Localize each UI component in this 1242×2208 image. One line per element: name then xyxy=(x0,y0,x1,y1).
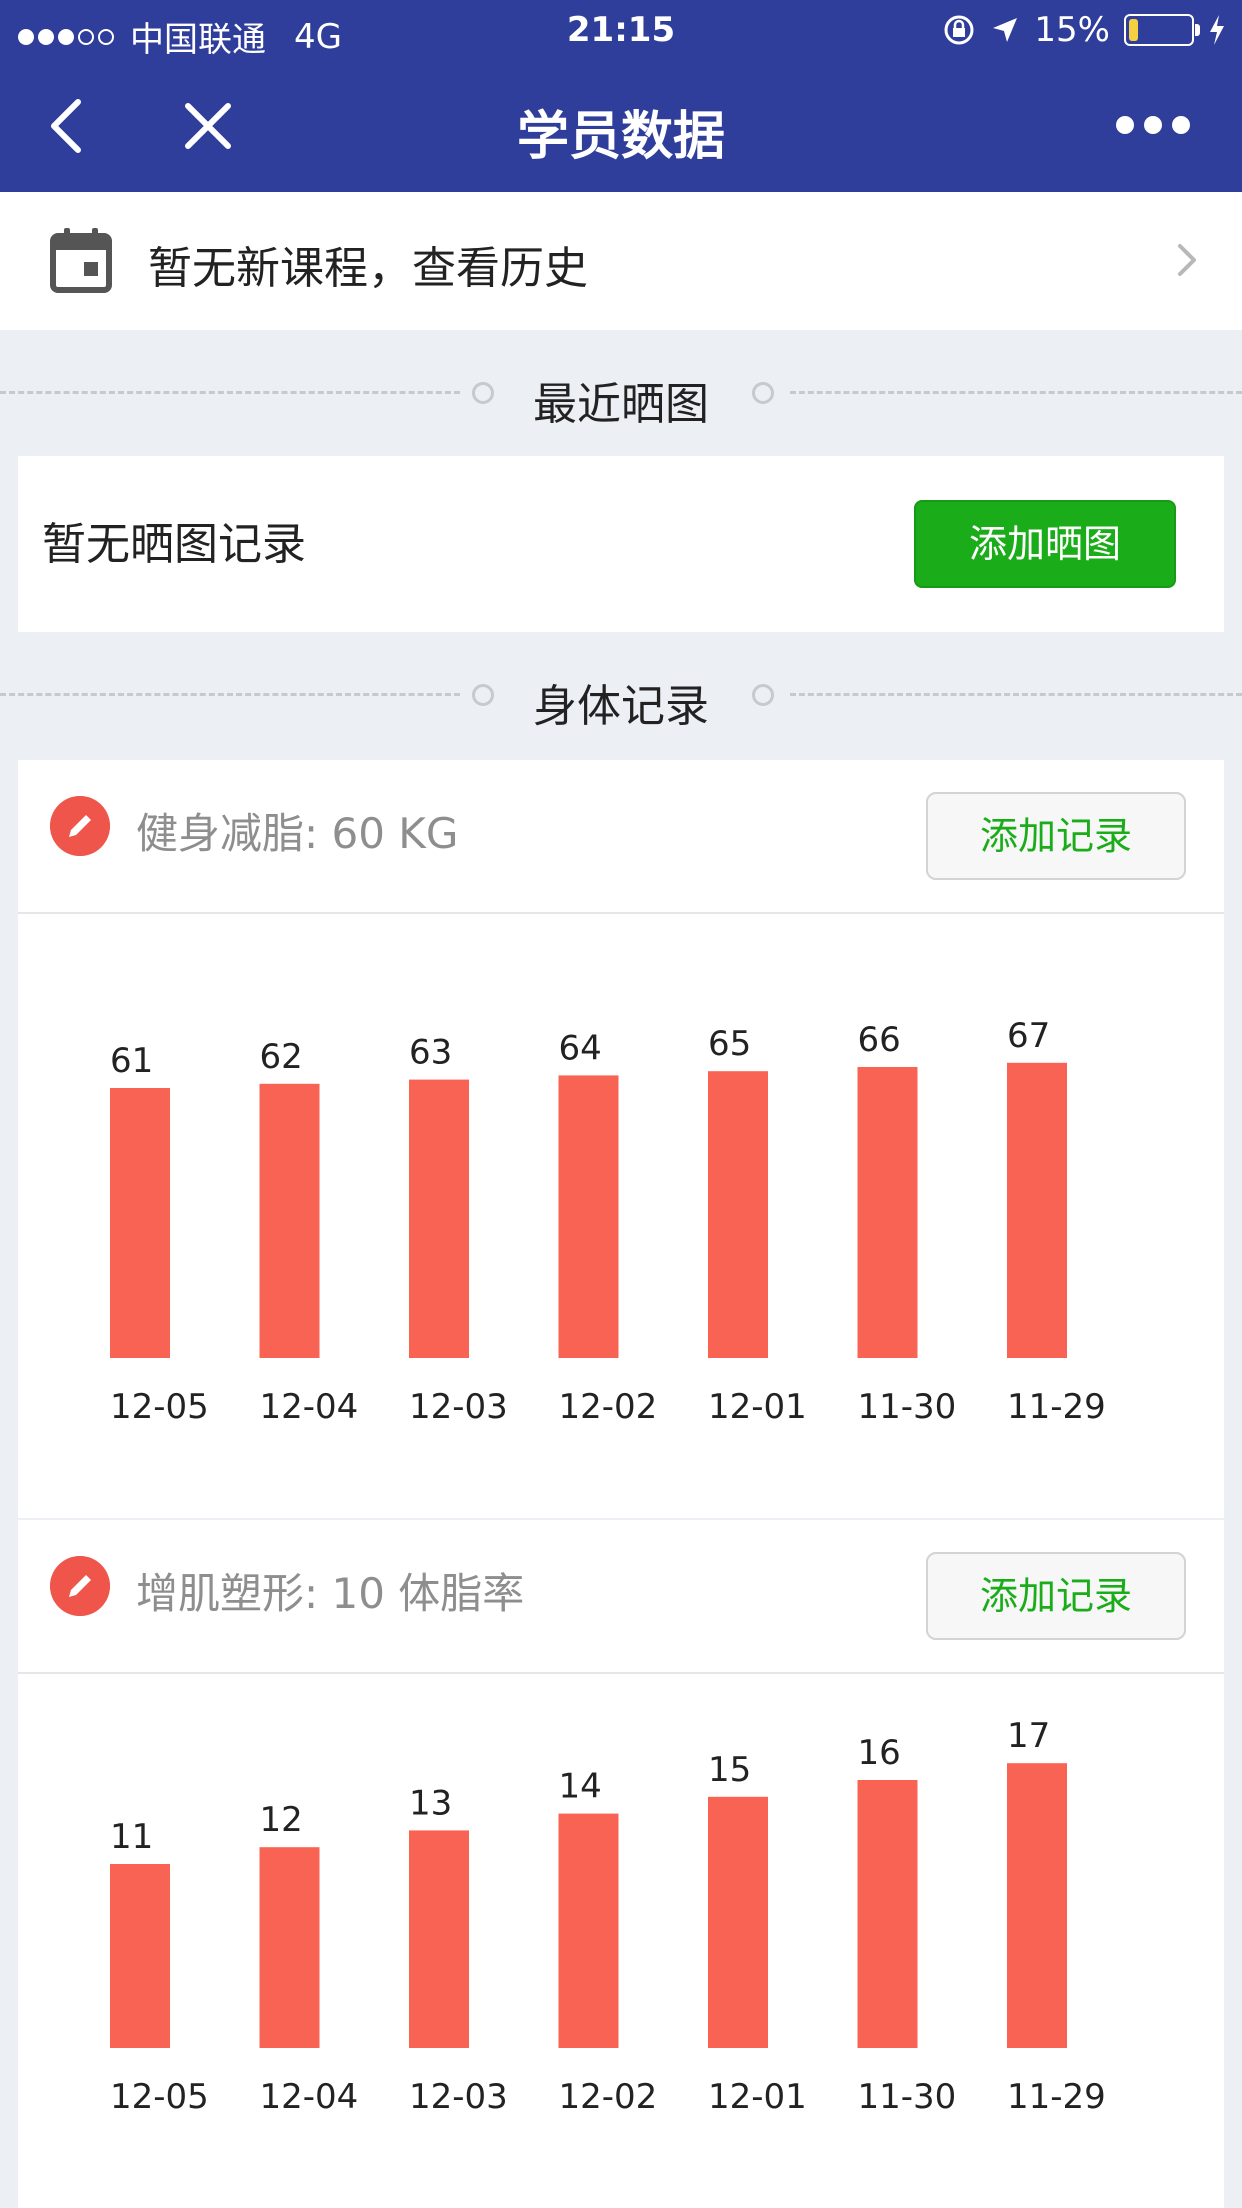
x-tick-label: 12-04 xyxy=(260,2077,359,2117)
chevron-right-icon xyxy=(1178,244,1196,276)
divider-ring xyxy=(472,382,494,404)
bar-11-30 xyxy=(857,1067,918,1358)
location-arrow-icon xyxy=(993,18,1018,42)
back-icon[interactable] xyxy=(40,96,100,156)
bar-11-30 xyxy=(857,1780,918,2048)
bar-12-04 xyxy=(259,1083,320,1358)
divider-ring xyxy=(752,382,774,404)
chart-fat-loss: 61 12-05 62 12-04 63 12-03 64 12-02 65 12-01 66 11-… xyxy=(18,912,1224,1518)
status-right: 15% xyxy=(942,10,1226,50)
divider-line xyxy=(0,693,460,696)
x-tick-label: 12-05 xyxy=(110,2077,209,2117)
bar-11-29 xyxy=(1007,1062,1067,1358)
bar-value-label: 64 xyxy=(559,1028,602,1068)
x-tick-label: 11-29 xyxy=(1007,2077,1106,2117)
bar-value-label: 66 xyxy=(858,1020,901,1060)
x-tick-label: 12-03 xyxy=(409,2077,508,2117)
record-label: 增肌塑形: 10 体脂率 xyxy=(136,1569,525,1618)
record-header: 增肌塑形: 10 体脂率 添加记录 xyxy=(18,1520,1224,1674)
x-tick-label: 12-02 xyxy=(559,2077,658,2117)
divider-line xyxy=(790,693,1242,696)
bar-12-02 xyxy=(558,1813,619,2048)
status-left: 中国联通 4G xyxy=(18,12,342,61)
add-record-button[interactable]: 添加记录 xyxy=(926,792,1186,880)
bar-value-label: 61 xyxy=(110,1041,153,1081)
battery-level xyxy=(1129,19,1138,41)
bar-value-label: 65 xyxy=(708,1024,751,1064)
body-records-divider: 身体记录 xyxy=(0,664,1242,732)
x-tick-label: 12-01 xyxy=(708,1387,807,1427)
close-icon[interactable] xyxy=(178,96,238,156)
page-title: 学员数据 xyxy=(516,107,725,167)
bar-12-04 xyxy=(259,1847,320,2048)
more-dots-icon[interactable] xyxy=(1116,116,1190,134)
edit-pencil-icon[interactable] xyxy=(50,796,110,856)
x-tick-label: 12-01 xyxy=(708,2077,807,2117)
network-type: 4G xyxy=(294,16,342,57)
x-tick-label: 11-29 xyxy=(1007,1387,1106,1427)
photos-card: 暂无晒图记录 添加晒图 xyxy=(18,456,1224,632)
calendar-icon xyxy=(50,228,112,293)
bar-value-label: 15 xyxy=(708,1750,751,1790)
bar-12-05 xyxy=(110,1088,170,1358)
bar-12-01 xyxy=(708,1796,768,2048)
edit-pencil-icon[interactable] xyxy=(50,1556,110,1616)
bar-value-label: 13 xyxy=(409,1783,452,1823)
bar-value-label: 16 xyxy=(858,1733,901,1773)
divider-line xyxy=(790,391,1242,394)
x-tick-label: 12-04 xyxy=(260,1387,359,1427)
bar-12-01 xyxy=(708,1071,768,1358)
divider-ring xyxy=(752,684,774,706)
x-tick-label: 12-05 xyxy=(110,1387,209,1427)
add-photo-button[interactable]: 添加晒图 xyxy=(914,500,1176,588)
bar-value-label: 62 xyxy=(260,1037,303,1077)
recent-photos-title: 最近晒图 xyxy=(533,379,709,430)
rotation-lock-icon xyxy=(944,15,974,45)
bar-12-03 xyxy=(409,1830,469,2048)
x-tick-label: 12-03 xyxy=(409,1387,508,1427)
bar-12-02 xyxy=(558,1075,619,1358)
bar-12-05 xyxy=(110,1864,170,2048)
x-tick-label: 11-30 xyxy=(858,1387,957,1427)
body-records-title: 身体记录 xyxy=(533,681,709,732)
bar-value-label: 17 xyxy=(1007,1716,1050,1756)
bar-value-label: 12 xyxy=(260,1800,303,1840)
chart-muscle-gain: 11 12-05 12 12-04 13 12-03 14 12-02 15 12-01 16 11-… xyxy=(18,1672,1224,2208)
divider-line xyxy=(0,391,460,394)
bar-value-label: 14 xyxy=(559,1767,602,1807)
record-card-fat-loss: 健身减脂: 60 KG 添加记录 61 12-05 62 12-04 63 12-03 64… xyxy=(18,760,1224,1518)
record-header: 健身减脂: 60 KG 添加记录 xyxy=(18,760,1224,914)
divider-ring xyxy=(472,684,494,706)
bar-value-label: 67 xyxy=(1007,1016,1050,1056)
recent-photos-divider: 最近晒图 xyxy=(0,362,1242,430)
bar-chart: 61 12-05 62 12-04 63 12-03 64 12-02 65 12-01 66 11-… xyxy=(110,1016,1106,1427)
status-bar: 中国联通 4G 21:15 15% xyxy=(0,0,1242,64)
course-history-row[interactable]: 暂无新课程，查看历史 xyxy=(0,192,1242,330)
record-label: 健身减脂: 60 KG xyxy=(136,809,459,858)
bar-value-label: 11 xyxy=(110,1817,153,1857)
signal-strength-icon xyxy=(18,28,114,45)
navigation-bar: 学员数据 xyxy=(0,64,1242,192)
bar-12-03 xyxy=(409,1079,469,1358)
x-tick-label: 12-02 xyxy=(559,1387,658,1427)
course-history-text: 暂无新课程，查看历史 xyxy=(148,243,588,294)
add-record-button[interactable]: 添加记录 xyxy=(926,1552,1186,1640)
record-card-muscle-gain: 增肌塑形: 10 体脂率 添加记录 11 12-05 12 12-04 13 12-03 1… xyxy=(18,1520,1224,2208)
status-time: 21:15 xyxy=(566,10,676,50)
charging-bolt-icon xyxy=(1210,15,1224,45)
bar-chart: 11 12-05 12 12-04 13 12-03 14 12-02 15 12-01 16 11-… xyxy=(110,1716,1106,2117)
bar-11-29 xyxy=(1007,1763,1067,2048)
bar-value-label: 63 xyxy=(409,1033,452,1073)
carrier-name: 中国联通 xyxy=(130,20,266,60)
battery-icon xyxy=(1124,14,1200,46)
battery-percent: 15% xyxy=(1034,10,1110,50)
x-tick-label: 11-30 xyxy=(858,2077,957,2117)
no-photos-text: 暂无晒图记录 xyxy=(42,519,306,570)
